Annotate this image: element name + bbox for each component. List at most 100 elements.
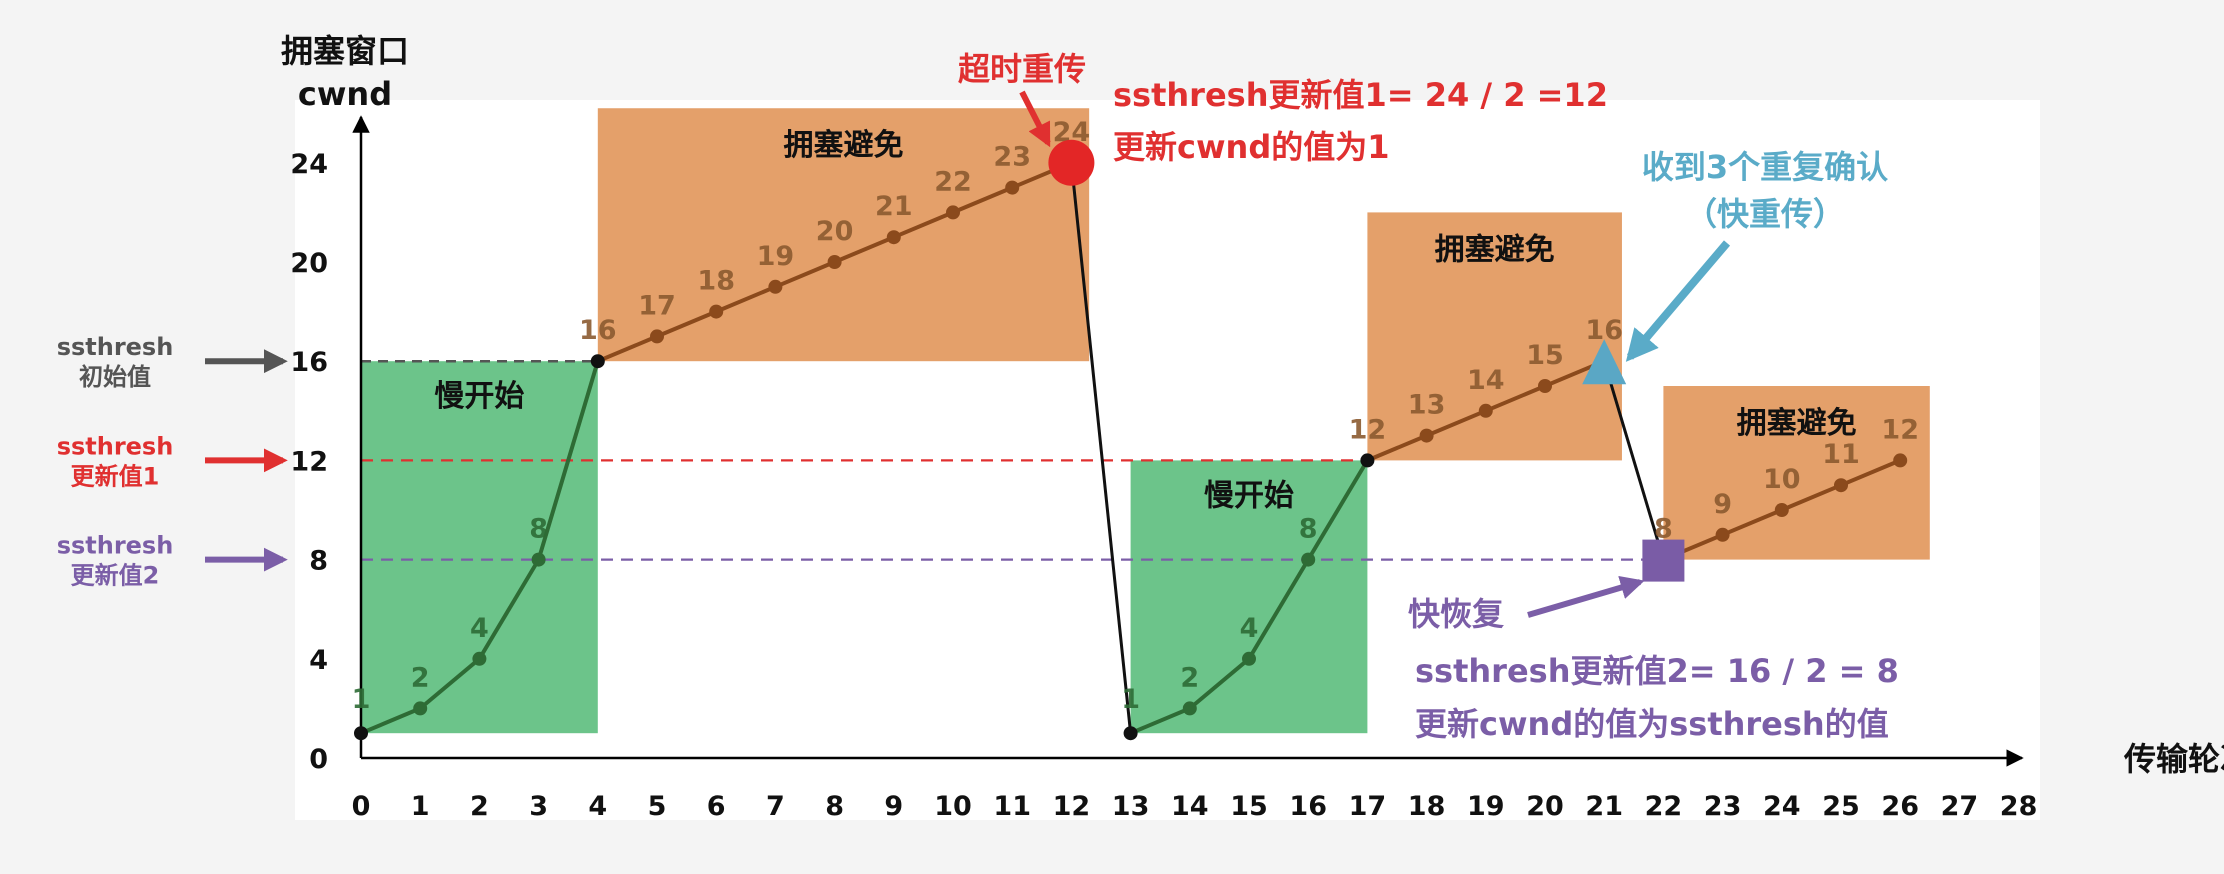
- series-point-10: [946, 205, 960, 220]
- x-tick-20: 20: [1526, 791, 1564, 822]
- x-tick-10: 10: [934, 791, 972, 822]
- point-label-4: 16: [579, 315, 617, 346]
- x-tick-21: 21: [1585, 791, 1623, 822]
- point-label-23: 9: [1713, 489, 1732, 520]
- y-tick-24: 24: [290, 149, 328, 180]
- series-point-13: [1123, 726, 1138, 741]
- series-segment-9: [893, 210, 954, 240]
- point-label-18: 13: [1408, 390, 1446, 421]
- y-tick-16: 16: [290, 347, 328, 378]
- threshold-label-1-a: ssthresh: [57, 432, 174, 460]
- x-tick-0: 0: [352, 791, 371, 822]
- x-tick-3: 3: [529, 791, 548, 822]
- series-segment-8: [833, 235, 895, 264]
- series-point-3: [531, 552, 546, 567]
- dupack-marker: [1582, 339, 1627, 385]
- point-label-3: 8: [529, 514, 548, 545]
- series-point-24: [1774, 503, 1789, 517]
- y-tick-0: 0: [309, 744, 328, 775]
- series-point-8: [827, 255, 842, 269]
- region-label-0: 慢开始: [434, 379, 524, 414]
- x-axis-label: 传输轮次: [2123, 740, 2224, 778]
- dupack-label-b: （快重传）: [1685, 195, 1845, 233]
- x-tick-22: 22: [1645, 791, 1683, 822]
- point-label-5: 17: [638, 290, 676, 321]
- region-label-2: 慢开始: [1204, 478, 1294, 513]
- timeout-note-a: ssthresh更新值1= 24 / 2 =12: [1113, 76, 1608, 114]
- threshold-label-2-a: ssthresh: [57, 532, 174, 560]
- series-point-25: [1834, 478, 1848, 493]
- congestion-avoidance-region-1: [597, 108, 1090, 362]
- region-label-4: 拥塞避免: [1737, 406, 1857, 441]
- congestion-avoidance-region-3: [1367, 212, 1622, 461]
- series-segment-24: [1781, 483, 1842, 512]
- y-tick-4: 4: [309, 645, 328, 676]
- slow-start-region-2: [1130, 460, 1368, 734]
- series-segment-17: [1366, 433, 1428, 463]
- point-label-2: 4: [470, 613, 489, 644]
- x-tick-16: 16: [1289, 791, 1327, 822]
- series-segment-7: [774, 260, 836, 289]
- series-segment-14: [1188, 657, 1251, 710]
- series-segment-25: [1840, 458, 1901, 488]
- x-tick-23: 23: [1704, 791, 1742, 822]
- y-tick-8: 8: [309, 546, 328, 577]
- x-tick-14: 14: [1171, 791, 1209, 822]
- series-segment-4: [597, 334, 658, 364]
- x-tick-24: 24: [1763, 791, 1801, 822]
- threshold-label-2-b: 更新值2: [71, 562, 160, 590]
- point-label-20: 15: [1526, 340, 1564, 371]
- timeout-note-b: 更新cwnd的值为1: [1113, 128, 1390, 166]
- point-label-26: 12: [1881, 414, 1919, 445]
- timeout-arrow: [1019, 90, 1051, 148]
- dupack-label-a: 收到3个重复确认: [1642, 148, 1888, 186]
- y-axis-label-a: 拥塞窗口: [281, 32, 409, 70]
- x-tick-7: 7: [766, 791, 785, 822]
- series-point-15: [1242, 651, 1256, 666]
- series-point-20: [1538, 379, 1552, 393]
- region-label-3: 拥塞避免: [1435, 232, 1555, 267]
- fast-recovery-note-b: 更新cwnd的值为ssthresh的值: [1415, 705, 1889, 743]
- fast-recovery-label: 快恢复: [1408, 595, 1504, 633]
- point-label-13: 1: [1121, 684, 1140, 715]
- x-tick-25: 25: [1822, 791, 1860, 822]
- point-label-14: 2: [1180, 662, 1199, 693]
- series-point-19: [1478, 403, 1493, 418]
- x-tick-18: 18: [1408, 791, 1446, 822]
- series-segment-15: [1247, 558, 1310, 660]
- series-segment-5: [656, 309, 717, 339]
- series-point-7: [768, 279, 783, 294]
- timeout-label: 超时重传: [958, 50, 1086, 88]
- point-label-9: 21: [875, 191, 913, 222]
- x-tick-8: 8: [825, 791, 844, 822]
- series-point-6: [709, 304, 724, 319]
- series-segment-10: [952, 185, 1013, 215]
- series-segment-1: [418, 657, 481, 710]
- series-segment-16: [1306, 459, 1370, 561]
- series-segment-18: [1425, 408, 1487, 438]
- point-label-15: 4: [1240, 613, 1259, 644]
- point-label-19: 14: [1467, 365, 1505, 396]
- x-tick-4: 4: [588, 791, 607, 822]
- series-point-4: [590, 354, 605, 369]
- point-label-7: 19: [757, 241, 795, 272]
- series-point-14: [1182, 701, 1197, 716]
- series-point-23: [1715, 527, 1730, 542]
- x-tick-6: 6: [707, 791, 726, 822]
- dupack-arrow: [1625, 240, 1731, 362]
- fast-recovery-arrow: [1527, 575, 1645, 618]
- point-label-22: 8: [1654, 514, 1673, 545]
- x-tick-11: 11: [993, 791, 1031, 822]
- fast-recovery-note-a: ssthresh更新值2= 16 / 2 = 8: [1415, 652, 1899, 690]
- point-label-8: 20: [816, 216, 854, 247]
- point-label-25: 11: [1822, 439, 1860, 470]
- x-tick-9: 9: [884, 791, 903, 822]
- series-segment-23: [1721, 508, 1783, 537]
- point-label-11: 23: [993, 142, 1031, 173]
- point-label-16: 8: [1299, 514, 1318, 545]
- series-segment-13: [1129, 706, 1191, 736]
- x-tick-12: 12: [1053, 791, 1091, 822]
- x-tick-27: 27: [1941, 791, 1979, 822]
- threshold-label-0-b: 初始值: [79, 363, 151, 391]
